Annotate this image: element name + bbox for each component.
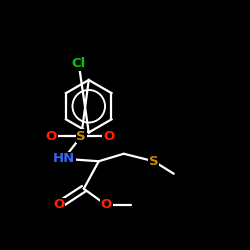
Text: O: O	[103, 130, 115, 143]
Text: S: S	[149, 155, 158, 168]
Text: O: O	[100, 198, 112, 211]
Text: O: O	[53, 198, 64, 211]
Text: HN: HN	[52, 152, 75, 165]
Text: Cl: Cl	[72, 57, 86, 70]
Text: S: S	[76, 130, 86, 143]
Text: O: O	[46, 130, 57, 143]
